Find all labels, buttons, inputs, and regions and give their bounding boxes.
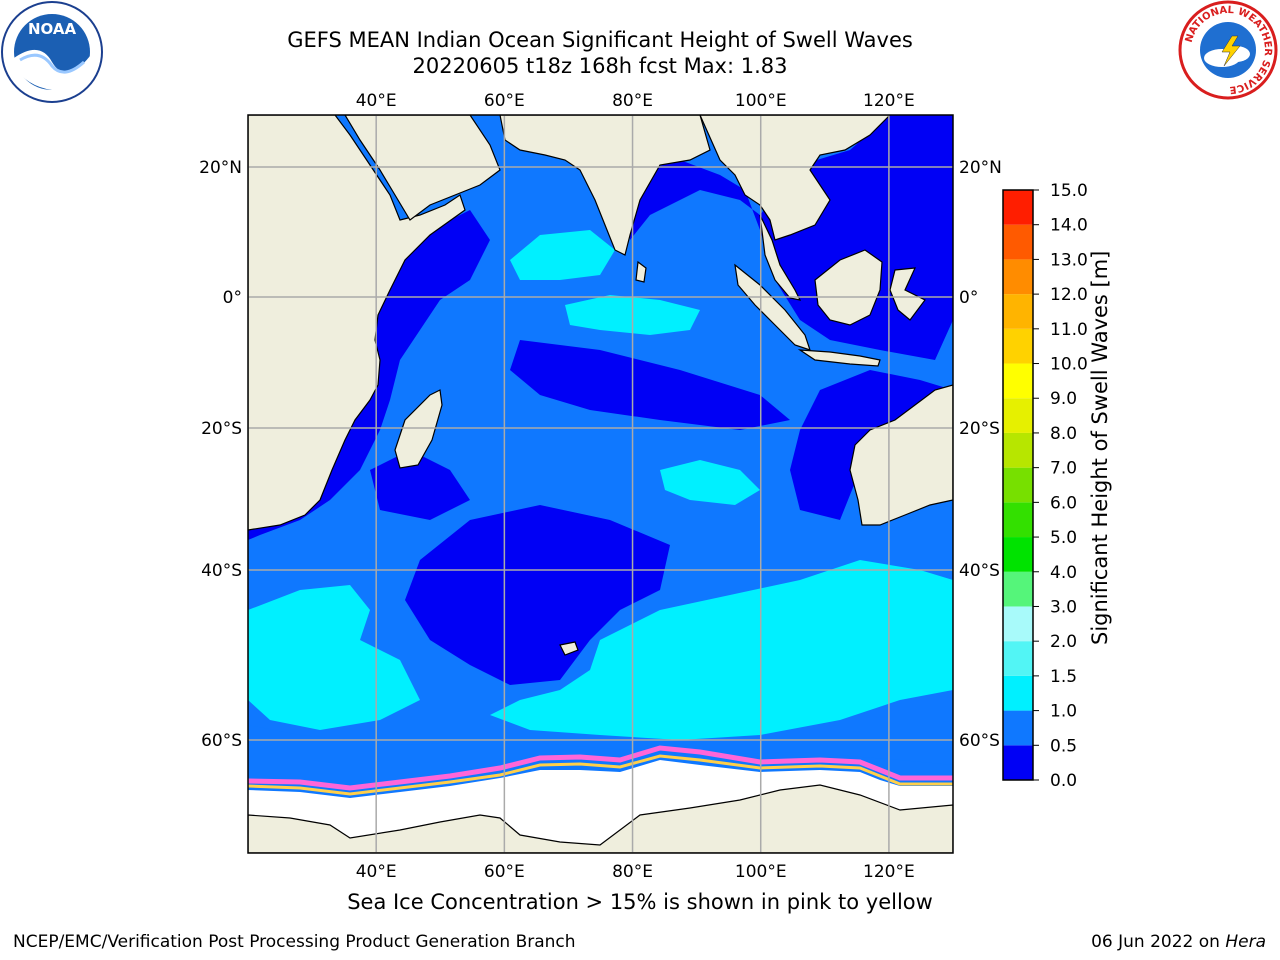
colorbar-segment (1003, 502, 1033, 538)
credit-system: Hera (1225, 932, 1266, 952)
colorbar-title: Significant Height of Swell Waves [m] (1088, 250, 1112, 645)
colorbar-segment (1003, 641, 1033, 676)
lon-tick-label-bottom: 60°E (484, 862, 525, 882)
colorbar-segment (1003, 190, 1033, 225)
credit-left: NCEP/EMC/Verification Post Processing Pr… (13, 932, 576, 952)
colorbar-tick-label: 14.0 (1050, 216, 1088, 236)
land-antarctica (248, 784, 953, 853)
map-field (248, 115, 953, 853)
lon-tick-label-top: 40°E (356, 91, 397, 111)
lon-tick-label-top: 60°E (484, 91, 525, 111)
lat-tick-label-left: 0° (223, 288, 242, 308)
noaa-logo-icon: NOAA (1, 1, 103, 103)
land-madagascar (394, 389, 443, 469)
lat-tick-label-left: 20°S (201, 419, 242, 439)
colorbar-segment (1003, 675, 1033, 711)
lat-tick-label-right: 0° (959, 288, 978, 308)
lat-tick-label-left: 40°S (201, 561, 242, 581)
lon-tick-label-top: 80°E (612, 91, 653, 111)
colorbar-title-anchor: Significant Height of Swell Waves [m] (1088, 251, 1112, 645)
lon-tick-label-top: 100°E (735, 91, 787, 111)
colorbar-tick-label: 9.0 (1050, 389, 1077, 409)
colorbar-segment (1003, 606, 1033, 642)
lat-tick-label-left: 60°S (201, 731, 242, 751)
colorbar-segment (1003, 398, 1033, 433)
swell-band-0-05-southwest (370, 450, 470, 520)
colorbar-tick-label: 1.5 (1050, 667, 1077, 687)
colorbar-segment (1003, 745, 1033, 780)
colorbar-tick-label: 8.0 (1050, 424, 1077, 444)
colorbar-tick-label: 2.0 (1050, 632, 1077, 652)
map-frame (247, 114, 954, 854)
lon-tick-label-top: 120°E (863, 91, 915, 111)
credit-on: on (1198, 932, 1220, 952)
colorbar-tick-labels: 0.0 0.5 1.0 1.5 2.0 3.0 4.0 5.0 6.0 7.0 8.0 9.0 10.0… (1050, 181, 1088, 791)
colorbar-tick-label: 15.0 (1050, 181, 1088, 201)
colorbar-segment (1003, 537, 1033, 572)
land-borneo (814, 249, 883, 326)
colorbar (1002, 189, 1039, 781)
colorbar-segment (1003, 710, 1033, 746)
lon-tick-label-bottom: 40°E (356, 862, 397, 882)
lon-tick-label-bottom: 80°E (612, 862, 653, 882)
swell-band-10-15-central (660, 460, 760, 505)
swell-band-0-05-equatorial (510, 340, 790, 430)
swell-band-0-05-south-central (405, 505, 670, 685)
lat-tick-label-right: 60°S (959, 731, 1000, 751)
land-sri-lanka (635, 260, 647, 283)
colorbar-frame (1002, 189, 1034, 781)
swell-band-10-15-arabian-sea (510, 230, 615, 280)
land-java (797, 349, 881, 367)
land-kerguelen (559, 641, 579, 656)
map-subtitle: 20220605 t18z 168h fcst Max: 1.83 (412, 54, 788, 78)
lat-tick-label-right: 20°N (959, 158, 1002, 178)
colorbar-segment (1003, 432, 1033, 468)
lat-tick-label-right: 20°S (959, 419, 1000, 439)
colorbar-tick-label: 3.0 (1050, 597, 1077, 617)
swell-band-10-15-southern-east (490, 560, 953, 740)
noaa-logo-text: NOAA (28, 20, 77, 38)
land-malay-peninsula (759, 214, 802, 301)
land-sulawesi (889, 267, 926, 321)
land-india (499, 115, 711, 256)
colorbar-tick-label: 5.0 (1050, 528, 1077, 548)
colorbar-tick-label: 1.0 (1050, 702, 1077, 722)
colorbar-segment (1003, 224, 1033, 260)
colorbar-tick-label: 12.0 (1050, 285, 1088, 305)
land-australia (849, 384, 953, 526)
nws-logo-icon: NATIONAL WEATHER SERVICE (1178, 0, 1278, 100)
colorbar-segment (1003, 571, 1033, 607)
lat-tick-label-left: 20°N (199, 158, 242, 178)
lat-tick-label-right: 40°S (959, 561, 1000, 581)
sea-ice-fringe (248, 745, 953, 791)
colorbar-tick-label: 6.0 (1050, 493, 1077, 513)
colorbar-segment (1003, 328, 1033, 364)
colorbar-tick-label: 4.0 (1050, 563, 1077, 583)
sea-ice-fringe-yellow (248, 754, 953, 796)
map-title: GEFS MEAN Indian Ocean Significant Heigh… (287, 28, 913, 52)
swell-band-10-15-southern-west (248, 585, 420, 730)
colorbar-tick-label: 0.0 (1050, 771, 1077, 791)
colorbar-segment (1003, 294, 1033, 329)
credit-date: 06 Jun 2022 (1091, 932, 1194, 952)
land-indochina (699, 115, 891, 241)
colorbar-tick-label: 11.0 (1050, 320, 1088, 340)
colorbar-segment (1003, 259, 1033, 295)
sea-ice-note: Sea Ice Concentration > 15% is shown in … (347, 890, 933, 914)
lon-tick-label-bottom: 120°E (863, 862, 915, 882)
lon-tick-label-bottom: 100°E (735, 862, 787, 882)
colorbar-tick-label: 7.0 (1050, 459, 1077, 479)
credit-right: 06 Jun 2022 on Hera (1091, 932, 1266, 952)
colorbar-segment (1003, 363, 1033, 399)
colorbar-tick-label: 13.0 (1050, 250, 1088, 270)
graticule (248, 115, 953, 853)
colorbar-tick-label: 10.0 (1050, 355, 1088, 375)
colorbar-segment (1003, 467, 1033, 503)
colorbar-tick-label: 0.5 (1050, 736, 1077, 756)
tick-labels: 40°E 40°E 60°E 60°E 80°E 80°E 100°E 100°E 120°E 1… (199, 91, 1002, 882)
